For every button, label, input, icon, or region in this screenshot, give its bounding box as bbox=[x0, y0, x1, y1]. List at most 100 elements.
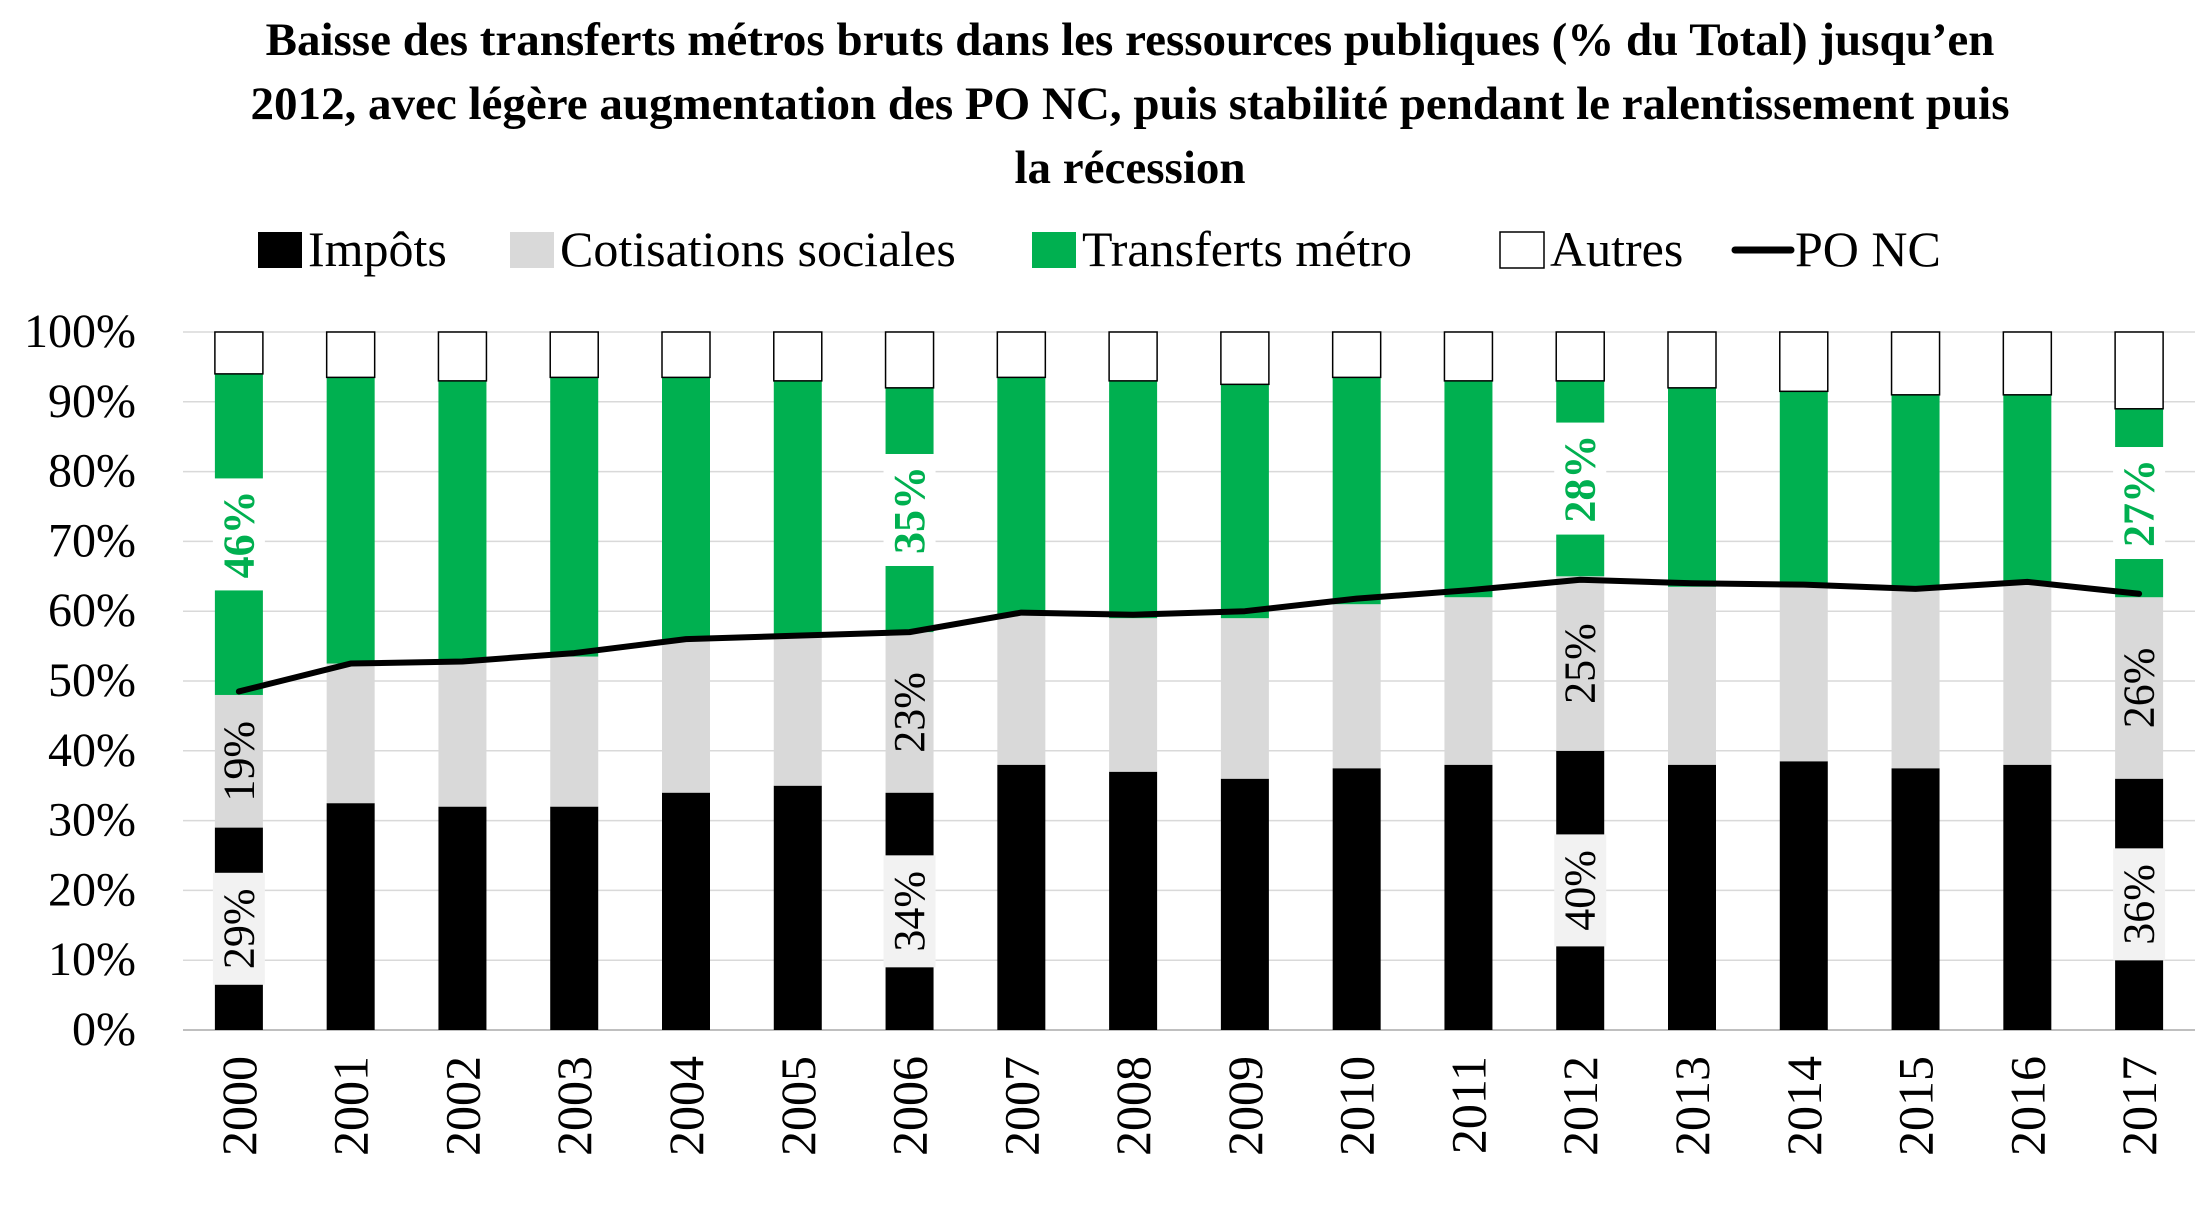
y-tick-label: 50% bbox=[48, 654, 136, 707]
bar-segment bbox=[2003, 583, 2052, 765]
bar-segment bbox=[214, 331, 264, 375]
bar-segment bbox=[549, 331, 599, 379]
bar-segment bbox=[1331, 331, 1382, 379]
bar-segment bbox=[550, 656, 599, 807]
bar-segment bbox=[1556, 576, 1605, 751]
bar-segment bbox=[1220, 384, 1269, 619]
bar-segment bbox=[1220, 778, 1269, 1030]
bar-segment bbox=[1891, 590, 1940, 769]
data-label: 34% bbox=[885, 871, 934, 952]
legend-label: Autres bbox=[1550, 221, 1683, 277]
y-tick-label: 20% bbox=[48, 863, 136, 916]
bar-segment bbox=[1890, 331, 1941, 396]
legend-label: Cotisations sociales bbox=[560, 221, 956, 277]
bar-segment bbox=[1779, 391, 1828, 584]
bar-segment bbox=[326, 377, 375, 664]
x-tick-label: 2002 bbox=[434, 1056, 490, 1156]
bar-segment bbox=[1220, 618, 1269, 779]
bar-segment bbox=[1332, 604, 1381, 769]
bar-segment bbox=[884, 331, 935, 389]
bar-segment bbox=[662, 639, 710, 793]
x-tick-label: 2013 bbox=[1664, 1056, 1720, 1156]
bar-segment bbox=[326, 663, 375, 804]
bar-segment bbox=[2003, 394, 2052, 584]
x-tick-label: 2005 bbox=[770, 1056, 826, 1156]
bar-segment bbox=[2002, 331, 2053, 396]
bar-segment bbox=[1220, 331, 1270, 386]
legend-label: PO NC bbox=[1795, 221, 1941, 277]
bar-segment bbox=[997, 614, 1046, 765]
x-tick-label: 2011 bbox=[1440, 1056, 1496, 1154]
bar-segment bbox=[438, 806, 487, 1030]
data-label: 27% bbox=[2115, 459, 2164, 547]
x-tick-label: 2008 bbox=[1105, 1056, 1161, 1156]
bar-segment bbox=[1668, 387, 1716, 587]
bar-segment bbox=[773, 785, 822, 1030]
bar-segment bbox=[1444, 764, 1493, 1030]
bar-segment bbox=[1109, 380, 1158, 619]
data-label: 26% bbox=[2115, 648, 2164, 729]
bar-segment bbox=[1109, 618, 1158, 772]
bar-segment bbox=[773, 331, 823, 382]
bar-segment bbox=[773, 380, 822, 636]
legend-swatch bbox=[1499, 231, 1545, 269]
data-label: 46% bbox=[214, 490, 263, 578]
x-tick-label: 2003 bbox=[546, 1056, 602, 1156]
bar-segment bbox=[2115, 597, 2164, 779]
bar-segment bbox=[997, 764, 1046, 1030]
bar-segment bbox=[550, 806, 599, 1030]
data-label-box bbox=[883, 855, 936, 968]
x-tick-label: 2004 bbox=[658, 1056, 714, 1156]
bar-segment bbox=[214, 694, 263, 828]
bar-segment bbox=[996, 331, 1047, 379]
y-tick-label: 80% bbox=[48, 445, 136, 498]
bar-segment bbox=[1109, 771, 1158, 1030]
x-tick-label: 2017 bbox=[2111, 1056, 2167, 1156]
data-label: 28% bbox=[1556, 435, 1605, 523]
bar-segment bbox=[438, 380, 487, 661]
bar-segment bbox=[1668, 764, 1716, 1030]
legend-label: Impôts bbox=[308, 221, 447, 277]
bar-segment bbox=[438, 660, 487, 807]
legend-swatch bbox=[1032, 232, 1076, 268]
x-tick-label: 2006 bbox=[882, 1056, 938, 1156]
data-label: 25% bbox=[1556, 623, 1605, 704]
y-tick-label: 60% bbox=[48, 584, 136, 637]
x-tick-label: 2012 bbox=[1552, 1056, 1608, 1156]
bar-segment bbox=[1332, 768, 1381, 1030]
data-label: 19% bbox=[214, 721, 263, 802]
bar-segment bbox=[2003, 764, 2052, 1030]
data-label-box bbox=[1554, 834, 1607, 947]
bar-segment bbox=[1332, 377, 1381, 605]
bar-segment bbox=[661, 331, 711, 379]
bar-segment bbox=[1443, 331, 1494, 382]
data-label-box bbox=[1554, 422, 1607, 535]
y-tick-label: 90% bbox=[48, 375, 136, 428]
y-tick-label: 100% bbox=[24, 305, 136, 358]
bar-segment bbox=[326, 803, 375, 1030]
x-tick-label: 2014 bbox=[1776, 1056, 1832, 1156]
bar-segment bbox=[1667, 331, 1717, 389]
bar-segment bbox=[325, 331, 376, 379]
data-label-box bbox=[212, 478, 265, 591]
x-tick-label: 2001 bbox=[323, 1056, 379, 1156]
x-tick-label: 2015 bbox=[1888, 1056, 1944, 1156]
bar-segment bbox=[1891, 394, 1940, 591]
x-tick-label: 2007 bbox=[993, 1056, 1049, 1156]
legend-swatch bbox=[510, 232, 554, 268]
line-series-po-nc bbox=[235, 576, 2143, 695]
y-tick-label: 30% bbox=[48, 794, 136, 847]
bar-segment bbox=[550, 377, 599, 657]
bar-segment bbox=[1555, 331, 1605, 382]
legend-swatch bbox=[258, 232, 302, 268]
y-tick-label: 70% bbox=[48, 514, 136, 567]
data-label: 23% bbox=[885, 672, 934, 753]
data-label: 35% bbox=[885, 466, 934, 554]
bar-segment bbox=[437, 331, 488, 382]
data-label-box bbox=[2113, 848, 2166, 961]
data-label: 29% bbox=[214, 888, 263, 969]
chart-title: Baisse des transferts métros bruts dans … bbox=[250, 14, 2010, 194]
bar-segment bbox=[1444, 380, 1493, 598]
bar-segment bbox=[1779, 761, 1828, 1030]
